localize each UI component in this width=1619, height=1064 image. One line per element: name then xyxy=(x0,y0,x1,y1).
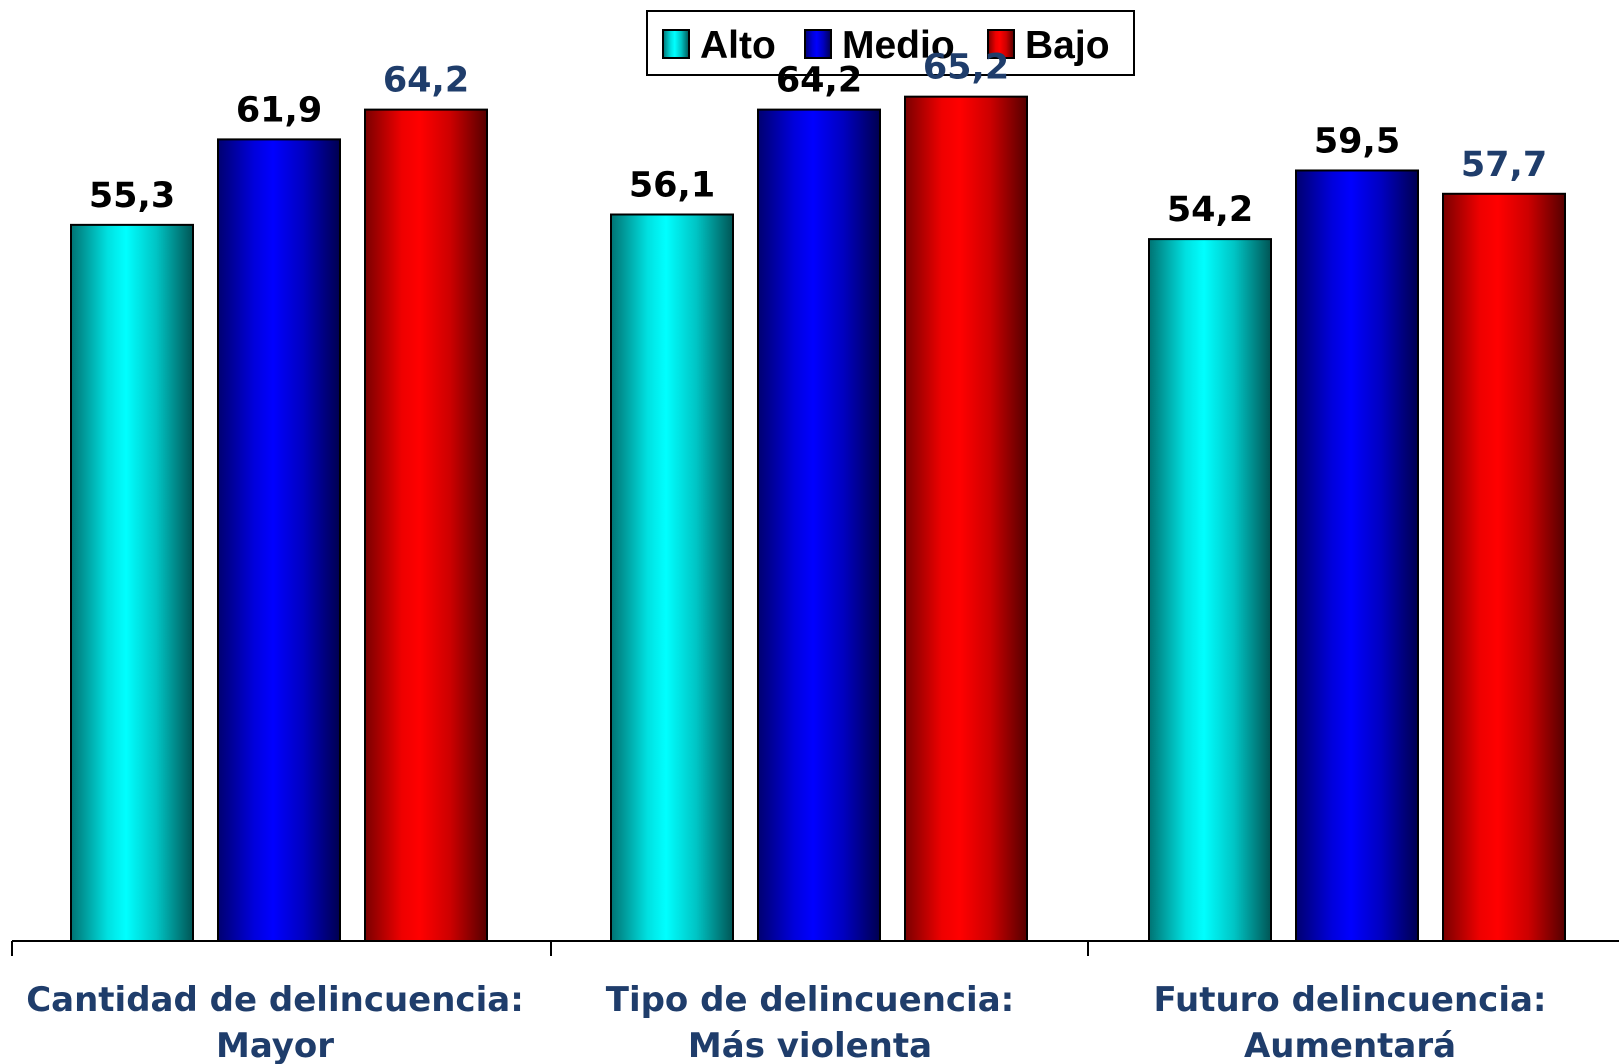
category-label-0-line1: Cantidad de delincuencia: xyxy=(26,980,524,1020)
legend-item-bajo: Bajo xyxy=(987,24,1110,67)
legend-swatch-medio xyxy=(804,29,832,59)
bar-alto-0 xyxy=(70,223,194,943)
category-label-1-line2: Más violenta xyxy=(688,1026,932,1064)
bar-medio-1 xyxy=(757,108,881,943)
legend-label-bajo: Bajo xyxy=(1025,24,1110,67)
value-label-medio-0: 61,9 xyxy=(236,90,322,130)
category-labels: Cantidad de delincuencia: Mayor Tipo de … xyxy=(26,980,1546,1064)
category-label-2-line1: Futuro delincuencia: xyxy=(1153,980,1546,1020)
legend-label-medio: Medio xyxy=(842,24,955,67)
legend-label-alto: Alto xyxy=(700,24,776,67)
bar-bajo-0 xyxy=(364,108,488,943)
bar-medio-0 xyxy=(217,138,341,942)
bar-alto-1 xyxy=(610,213,734,942)
bar-bajo-1 xyxy=(904,95,1028,943)
bars-layer xyxy=(70,95,1566,943)
bar-bajo-2 xyxy=(1442,192,1566,943)
value-label-bajo-2: 57,7 xyxy=(1461,145,1547,185)
value-label-bajo-0: 64,2 xyxy=(383,61,469,101)
legend-item-alto: Alto xyxy=(662,24,776,67)
value-label-bajo-1: 65,2 xyxy=(923,48,1009,88)
value-label-alto-2: 54,2 xyxy=(1167,190,1253,230)
legend-item-medio: Medio xyxy=(804,24,955,67)
category-label-0-line2: Mayor xyxy=(216,1026,334,1064)
value-labels-layer: 55,3 61,9 64,2 56,1 64,2 65,2 54,2 59,5 57,7 xyxy=(89,48,1547,230)
category-label-1-line1: Tipo de delincuencia: xyxy=(606,980,1015,1020)
x-axis-ticks xyxy=(11,941,1089,956)
bar-medio-2 xyxy=(1295,169,1419,943)
category-label-2-line2: Aumentará xyxy=(1244,1026,1456,1064)
legend-swatch-alto xyxy=(662,29,690,59)
bar-alto-2 xyxy=(1148,238,1272,943)
legend-swatch-bajo xyxy=(987,29,1015,59)
value-label-medio-1: 64,2 xyxy=(776,61,862,101)
value-label-medio-2: 59,5 xyxy=(1314,121,1400,161)
legend-box xyxy=(646,10,1135,76)
legend: Alto Medio Bajo xyxy=(646,10,1135,76)
value-label-alto-1: 56,1 xyxy=(629,166,715,206)
value-label-alto-0: 55,3 xyxy=(89,176,175,216)
